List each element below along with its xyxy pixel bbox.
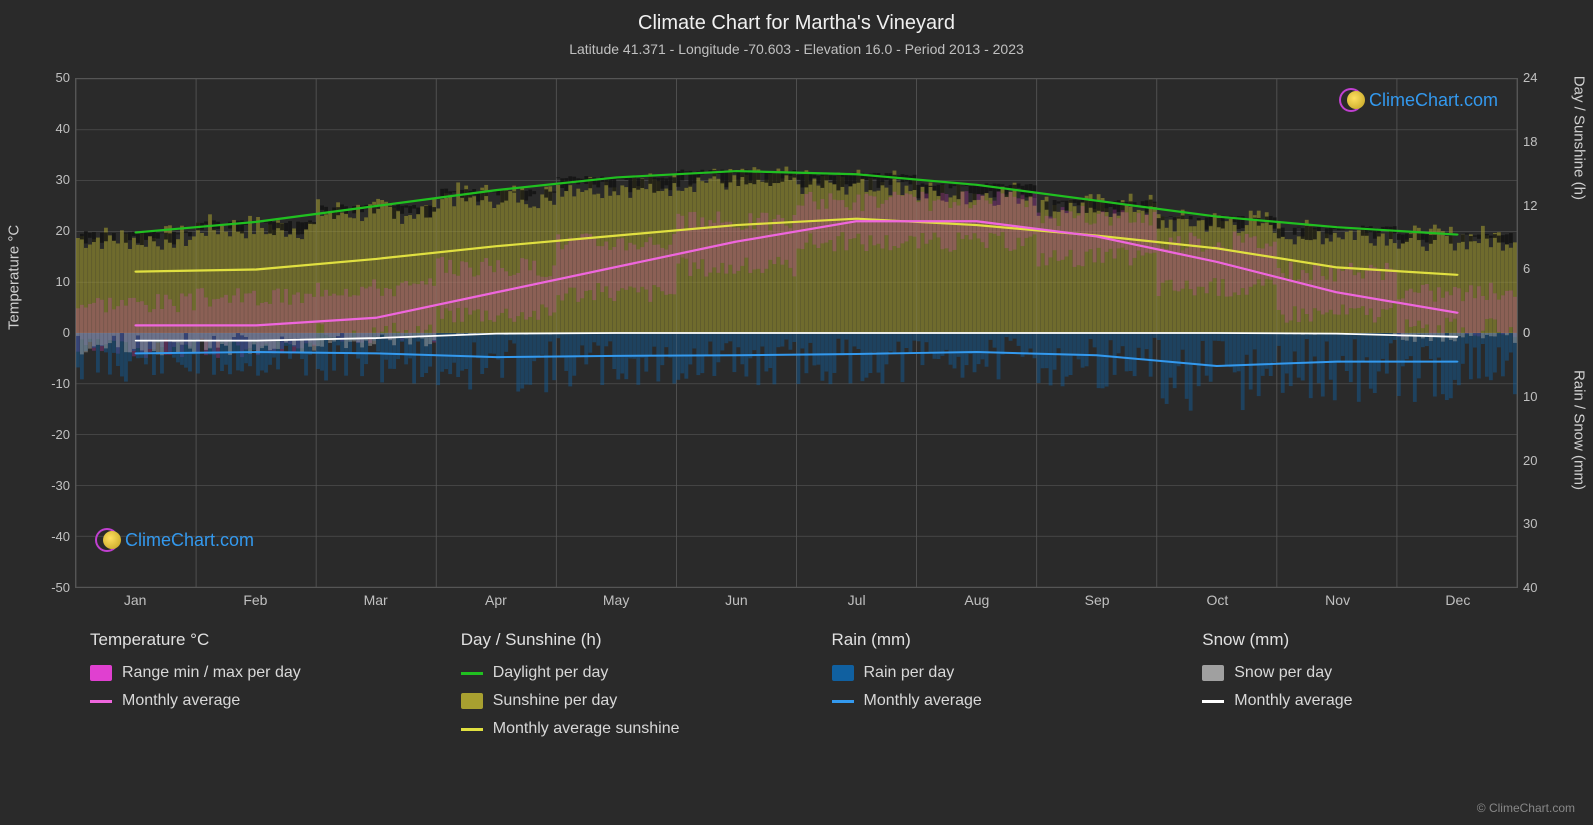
ytick-right: 30 [1523,516,1573,531]
legend-swatch [832,665,854,681]
legend-item: Sunshine per day [461,692,792,710]
ytick-left: 0 [20,325,70,340]
xtick-month: Sep [1085,592,1110,608]
ytick-right: 6 [1523,261,1573,276]
y-axis-right-top-label: Day / Sunshine (h) [1571,76,1588,200]
legend-swatch [1202,700,1224,703]
xtick-month: May [603,592,629,608]
legend-label: Monthly average [122,692,240,710]
legend-item: Monthly average [832,692,1163,710]
copyright-text: © ClimeChart.com [1477,801,1575,815]
brand-logo-bottom-left: ClimeChart.com [95,528,254,552]
ytick-right: 24 [1523,70,1573,85]
y-axis-right-bot-label: Rain / Snow (mm) [1571,370,1588,490]
ytick-left: -20 [20,427,70,442]
climechart-logo-icon [1339,88,1363,112]
legend-swatch [1202,665,1224,681]
xtick-month: Jul [848,592,866,608]
ytick-right: 40 [1523,580,1573,595]
legend-swatch [461,728,483,731]
legend-label: Range min / max per day [122,664,301,682]
plot-area [75,78,1518,588]
ytick-right: 12 [1523,198,1573,213]
brand-logo-top-right: ClimeChart.com [1339,88,1498,112]
legend-label: Snow per day [1234,664,1332,682]
legend-swatch [90,665,112,681]
xtick-month: Aug [964,592,989,608]
legend-swatch [461,672,483,675]
xtick-month: Feb [243,592,267,608]
legend-swatch [90,700,112,703]
ytick-left: 40 [20,121,70,136]
ytick-left: -50 [20,580,70,595]
legend-header: Day / Sunshine (h) [461,630,792,650]
legend-header: Rain (mm) [832,630,1163,650]
ytick-right: 10 [1523,389,1573,404]
legend-label: Daylight per day [493,664,609,682]
ytick-left: -10 [20,376,70,391]
chart-title: Climate Chart for Martha's Vineyard [0,0,1593,35]
ytick-left: 20 [20,223,70,238]
legend-header: Temperature °C [90,630,421,650]
legend-col-snow: Snow (mm) Snow per day Monthly average [1202,630,1533,748]
plot-svg [76,79,1517,587]
climechart-logo-icon [95,528,119,552]
ytick-right: 0 [1523,325,1573,340]
xtick-month: Mar [364,592,388,608]
brand-text: ClimeChart.com [1369,90,1498,111]
legend-col-temperature: Temperature °C Range min / max per day Mo… [90,630,421,748]
legend-item: Rain per day [832,664,1163,682]
xtick-month: Jan [124,592,147,608]
legend-col-daylight: Day / Sunshine (h) Daylight per day Sunsh… [461,630,792,748]
legend-item: Monthly average [90,692,421,710]
legend-header: Snow (mm) [1202,630,1533,650]
ytick-right: 18 [1523,134,1573,149]
chart-subtitle: Latitude 41.371 - Longitude -70.603 - El… [0,35,1593,57]
ytick-right: 20 [1523,453,1573,468]
xtick-month: Dec [1445,592,1470,608]
legend-item: Monthly average [1202,692,1533,710]
xtick-month: Apr [485,592,507,608]
legend: Temperature °C Range min / max per day Mo… [90,630,1533,748]
ytick-left: 50 [20,70,70,85]
legend-item: Range min / max per day [90,664,421,682]
legend-swatch [832,700,854,703]
legend-label: Monthly average [1234,692,1352,710]
climate-chart-container: Climate Chart for Martha's Vineyard Lati… [0,0,1593,825]
xtick-month: Oct [1206,592,1228,608]
ytick-left: 30 [20,172,70,187]
legend-item: Monthly average sunshine [461,720,792,738]
ytick-left: -40 [20,529,70,544]
xtick-month: Nov [1325,592,1350,608]
legend-item: Snow per day [1202,664,1533,682]
legend-col-rain: Rain (mm) Rain per day Monthly average [832,630,1163,748]
legend-label: Monthly average [864,692,982,710]
legend-label: Rain per day [864,664,955,682]
xtick-month: Jun [725,592,748,608]
legend-label: Sunshine per day [493,692,618,710]
legend-swatch [461,693,483,709]
legend-label: Monthly average sunshine [493,720,680,738]
ytick-left: 10 [20,274,70,289]
ytick-left: -30 [20,478,70,493]
legend-item: Daylight per day [461,664,792,682]
brand-text: ClimeChart.com [125,530,254,551]
